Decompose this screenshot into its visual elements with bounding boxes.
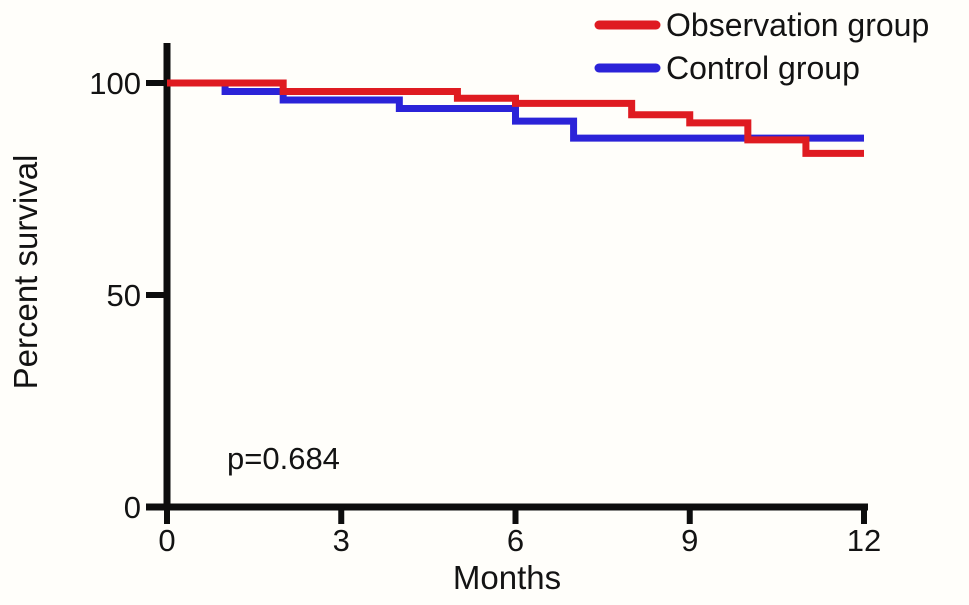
- x-axis-title: Months: [453, 559, 561, 596]
- legend: Observation group Control group: [594, 7, 929, 86]
- survival-curves: [167, 79, 864, 157]
- y-tick-label: 100: [89, 66, 141, 101]
- legend-label: Observation group: [666, 7, 929, 43]
- x-tick-label: 6: [507, 523, 524, 558]
- axes: [146, 43, 868, 511]
- x-tick-label: 9: [681, 523, 698, 558]
- x-tick-label: 12: [847, 523, 881, 558]
- survival-curve-observation-group: [167, 79, 864, 157]
- p-value-annotation: p=0.684: [227, 441, 340, 476]
- axis-ticks: 100 50 00 3 6 9 12: [89, 66, 881, 558]
- x-tick-label: 0: [158, 523, 175, 558]
- x-tick-label: 3: [333, 523, 350, 558]
- legend-label: Control group: [666, 50, 860, 86]
- survival-curve-control-group: [167, 79, 864, 142]
- y-axis-title: Percent survival: [7, 155, 44, 390]
- legend-item: Control group: [594, 50, 860, 86]
- y-tick-label: 0: [124, 490, 141, 525]
- y-tick-label: 50: [107, 278, 141, 313]
- legend-item: Observation group: [594, 7, 929, 43]
